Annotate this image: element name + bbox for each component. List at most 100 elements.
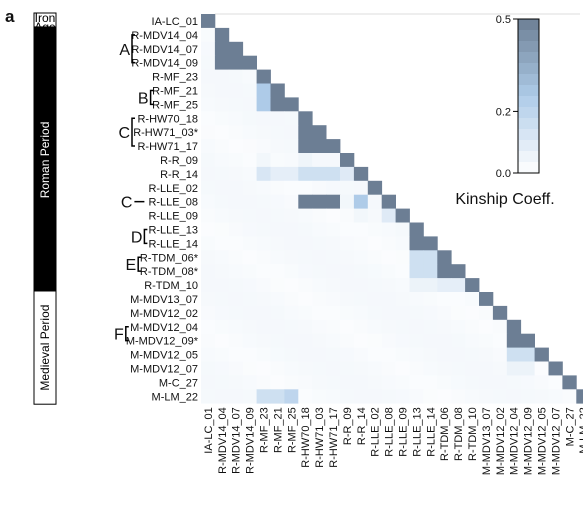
- heatmap-cell: [451, 319, 466, 335]
- heatmap-cell: [270, 83, 285, 98]
- heatmap-cell: [381, 194, 396, 209]
- heatmap-cell: [228, 69, 244, 84]
- column-label: M-MDV12_07: [550, 407, 562, 475]
- heatmap-cell: [256, 292, 271, 307]
- heatmap-cell: [242, 166, 257, 182]
- row-label: M-MDV13_07: [130, 294, 198, 306]
- heatmap-cell: [201, 27, 216, 43]
- heatmap-cell: [479, 389, 494, 404]
- heatmap-cell: [534, 389, 549, 404]
- group-label: A: [119, 42, 130, 59]
- heatmap-cell: [479, 305, 494, 321]
- heatmap-cell: [312, 389, 327, 404]
- heatmap-cell: [423, 319, 438, 335]
- heatmap-cell: [465, 375, 480, 390]
- heatmap-cell: [340, 333, 355, 348]
- heatmap-cell: [201, 389, 216, 404]
- column-label: R-MDV14_07: [231, 407, 243, 474]
- heatmap-cell: [326, 264, 341, 279]
- colorbar-title: Kinship Coeff.: [455, 191, 554, 208]
- heatmap-cell: [423, 347, 438, 362]
- heatmap-cell: [423, 333, 438, 348]
- heatmap-cell: [214, 180, 230, 196]
- heatmap-cell: [214, 153, 230, 168]
- heatmap-cell: [340, 292, 355, 307]
- heatmap-cell: [201, 278, 216, 293]
- heatmap-cell: [256, 153, 271, 168]
- heatmap-cell: [381, 347, 396, 362]
- row-label: R-MDV14_07: [131, 44, 198, 56]
- heatmap-cell: [326, 222, 341, 237]
- heatmap-cell: [548, 361, 563, 376]
- heatmap-cell: [381, 389, 396, 404]
- column-label: M-LM_22: [578, 407, 583, 453]
- group-bracket: [131, 117, 135, 147]
- heatmap-cell: [298, 375, 313, 390]
- heatmap-cell: [534, 361, 549, 376]
- heatmap-cell: [214, 111, 230, 126]
- heatmap-cell: [353, 250, 369, 265]
- heatmap-cell: [340, 153, 355, 168]
- heatmap-cell: [465, 292, 480, 307]
- heatmap-cell: [423, 389, 438, 404]
- row-label: R-LLE_02: [148, 183, 198, 195]
- colorbar-step: [518, 96, 539, 108]
- heatmap-cell: [242, 319, 257, 335]
- heatmap-cell: [381, 319, 396, 335]
- row-label: M-MDV12_02: [130, 308, 198, 320]
- row-label: R-MDV14_09: [131, 58, 198, 70]
- heatmap-cell: [465, 361, 480, 376]
- column-label: R-TDM_06: [439, 407, 451, 461]
- heatmap-cell: [214, 319, 230, 335]
- row-label: R-MF_21: [152, 85, 198, 97]
- heatmap-cell: [340, 166, 355, 182]
- heatmap-cell: [340, 236, 355, 251]
- heatmap-cell: [381, 361, 396, 376]
- heatmap-cell: [270, 194, 285, 209]
- heatmap-cell: [409, 347, 424, 362]
- column-labels: IA-LC_01 R-MDV14_04 R-MDV14_07 R-MDV14_09 R-…: [203, 407, 583, 475]
- colorbar-step: [518, 140, 539, 152]
- heatmap-cell: [242, 153, 257, 168]
- heatmap-cell: [353, 264, 369, 279]
- heatmap-cell: [409, 250, 424, 265]
- heatmap-cell: [242, 264, 257, 279]
- heatmap-cell: [201, 69, 216, 84]
- heatmap-cell: [298, 153, 313, 168]
- column-label: M-MDV12_02: [495, 407, 507, 475]
- heatmap-cell: [298, 347, 313, 362]
- heatmap-cell: [270, 361, 285, 376]
- heatmap-cell: [367, 305, 383, 321]
- heatmap-cell: [409, 292, 424, 307]
- heatmap-cell: [214, 41, 230, 57]
- heatmap-cell: [326, 333, 341, 348]
- heatmap-cell: [506, 319, 522, 335]
- heatmap-cell: [242, 208, 257, 223]
- heatmap-cell: [381, 375, 396, 390]
- heatmap-cell: [423, 292, 438, 307]
- heatmap-cell: [340, 319, 355, 335]
- heatmap-cell: [340, 264, 355, 279]
- heatmap-cell: [479, 319, 494, 335]
- heatmap-cell: [409, 361, 424, 376]
- heatmap-cell: [353, 375, 369, 390]
- period-label: Iron: [35, 11, 56, 25]
- heatmap-cell: [242, 375, 257, 390]
- heatmap-cell: [340, 250, 355, 265]
- heatmap-cell: [381, 250, 396, 265]
- heatmap-cell: [242, 180, 257, 196]
- heatmap-cell: [520, 389, 535, 404]
- heatmap-cell: [367, 347, 383, 362]
- heatmap-cell: [562, 389, 577, 404]
- heatmap-cell: [256, 236, 271, 251]
- heatmap-cell: [326, 347, 341, 362]
- heatmap-cell: [326, 180, 341, 196]
- heatmap-cell: [242, 111, 257, 126]
- heatmap-cell: [423, 361, 438, 376]
- heatmap-cell: [201, 236, 216, 251]
- heatmap-cell: [451, 305, 466, 321]
- heatmap-cell: [312, 194, 327, 209]
- colorbar-step: [518, 30, 539, 42]
- heatmap-cell: [340, 347, 355, 362]
- heatmap-cell: [228, 250, 244, 265]
